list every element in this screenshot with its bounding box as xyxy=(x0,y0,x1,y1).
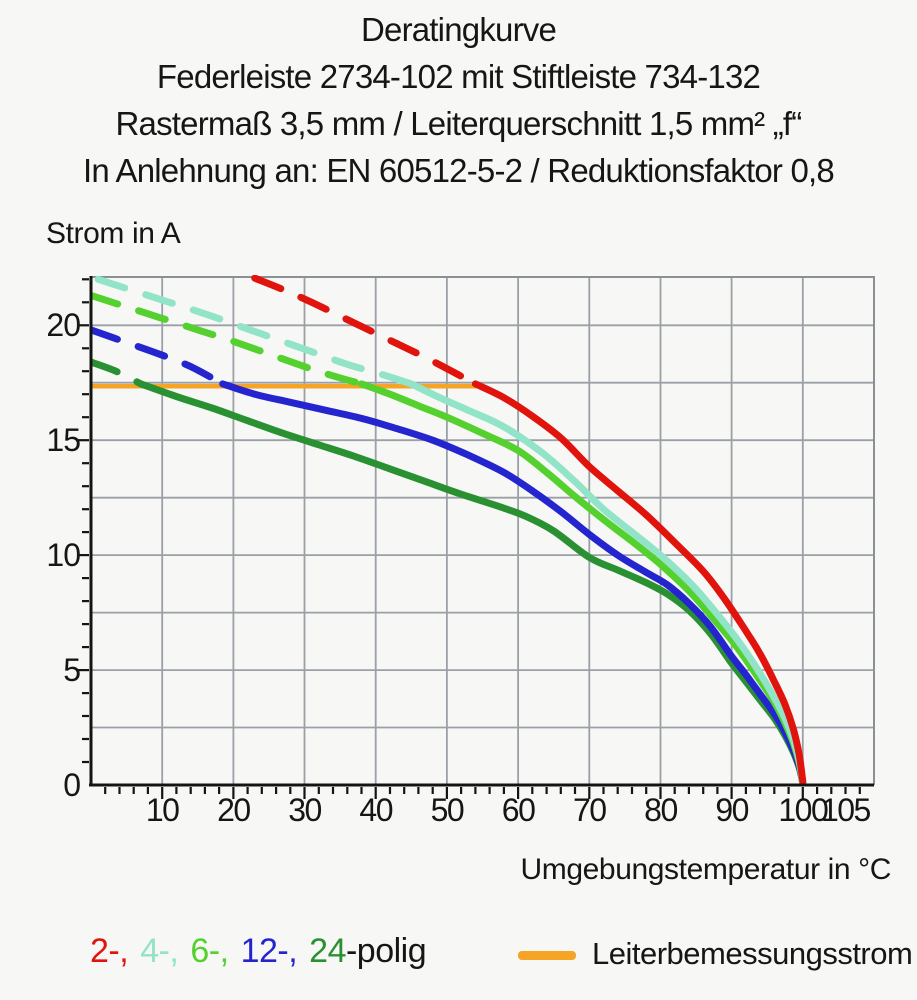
legend-series-label: 12-, xyxy=(240,932,298,970)
plot-border xyxy=(91,276,875,785)
y-axis-title: Strom in A xyxy=(46,217,181,250)
curve-2-polig xyxy=(471,380,807,786)
chart-subtitle-standard: In Anlehnung an: EN 60512-5-2 / Reduktio… xyxy=(83,152,835,189)
curve-6-polig-dashed xyxy=(90,291,365,388)
chart-subtitle-products: Federleiste 2734-102 mit Stiftleiste 734… xyxy=(156,58,761,95)
axes xyxy=(89,276,874,787)
curve-24-polig xyxy=(137,380,807,787)
chart-title-block: Deratingkurve Federleiste 2734-102 mit S… xyxy=(0,6,917,194)
rated-current-legend-label: Leiterbemessungsstrom xyxy=(592,936,913,971)
legend-series-label: 4-, xyxy=(140,932,179,970)
legend-series-label: 24 xyxy=(309,932,346,970)
rated-current-swatch xyxy=(518,951,576,960)
curve-24-polig-dashed xyxy=(90,358,145,388)
legend-series-label: 6-, xyxy=(190,932,229,970)
x-axis-title: Umgebungstemperatur in °C xyxy=(520,853,891,886)
curve-4-polig xyxy=(407,380,807,787)
legend-series-label: -polig xyxy=(345,932,427,970)
chart-subtitle-specs: Rastermaß 3,5 mm / Leiterquerschnitt 1,5… xyxy=(115,105,803,142)
poles-legend: 2-, 4-, 6-, 12-, 24-polig xyxy=(90,932,427,971)
curve-2-polig-dashed xyxy=(251,275,479,388)
curve-4-polig-dashed xyxy=(94,275,415,388)
tick-marks xyxy=(77,278,861,799)
chart-title: Deratingkurve xyxy=(360,11,557,48)
grid xyxy=(91,277,874,785)
curves xyxy=(90,275,807,787)
curve-12-polig-dashed xyxy=(90,326,227,388)
legend-series-label: 2-, xyxy=(90,932,129,970)
curve-6-polig xyxy=(358,380,807,787)
curve-12-polig xyxy=(219,380,807,787)
